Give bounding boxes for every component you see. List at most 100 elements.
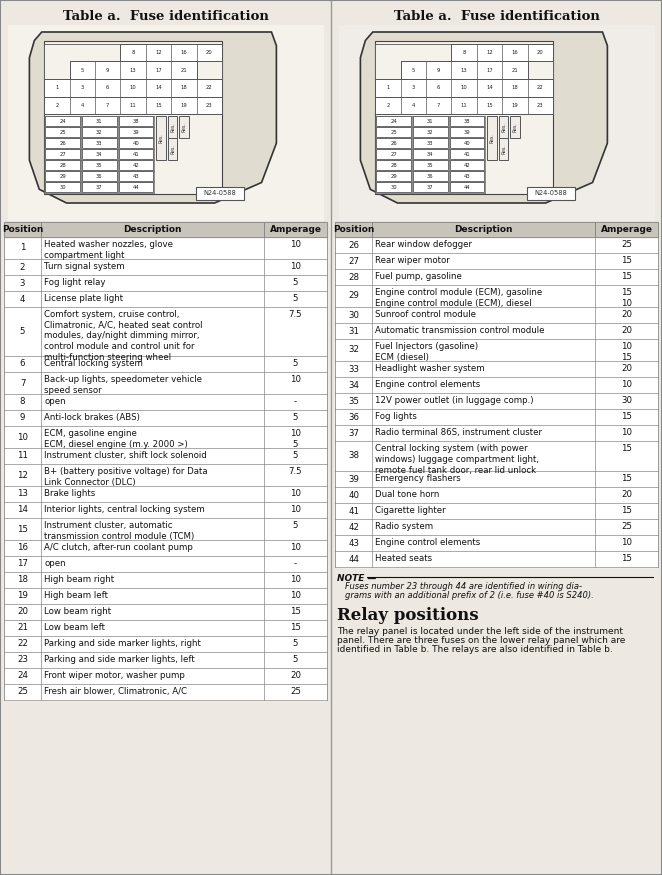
Text: open: open: [44, 559, 66, 568]
Bar: [118, 138, 154, 149]
Text: Turn signal system: Turn signal system: [44, 262, 124, 271]
Text: -: -: [294, 397, 297, 406]
Bar: [4, 356, 327, 372]
Text: Parking and side marker lights, right: Parking and side marker lights, right: [44, 639, 201, 648]
Text: 33: 33: [348, 365, 359, 374]
Text: 16: 16: [512, 50, 518, 55]
Bar: [4, 604, 327, 620]
Text: 14: 14: [17, 506, 28, 514]
Bar: [335, 361, 658, 377]
Bar: [413, 160, 448, 171]
Text: 32: 32: [427, 130, 434, 135]
Text: Fresh air blower, Climatronic, A/C: Fresh air blower, Climatronic, A/C: [44, 687, 187, 696]
Text: 20: 20: [290, 671, 301, 680]
Bar: [335, 471, 658, 487]
Text: 2: 2: [20, 262, 25, 271]
Text: 3: 3: [81, 86, 84, 90]
Text: 30: 30: [60, 185, 66, 190]
Text: 3: 3: [20, 278, 25, 288]
Text: 35: 35: [96, 163, 103, 168]
Bar: [339, 25, 654, 220]
Text: 44: 44: [348, 555, 359, 564]
Text: 15: 15: [621, 256, 632, 265]
Bar: [335, 487, 658, 503]
Bar: [44, 44, 222, 115]
Text: 9: 9: [20, 414, 25, 423]
Bar: [376, 150, 411, 159]
Text: 23: 23: [537, 103, 544, 108]
Text: Radio system: Radio system: [375, 522, 433, 531]
Text: 17: 17: [486, 67, 493, 73]
Bar: [4, 502, 327, 518]
Text: 15: 15: [486, 103, 493, 108]
Text: 15: 15: [290, 623, 301, 632]
Text: 20: 20: [206, 50, 213, 55]
Bar: [118, 172, 154, 181]
Text: Rear wiper motor: Rear wiper motor: [375, 256, 450, 265]
Bar: [335, 237, 658, 253]
Bar: [413, 138, 448, 149]
Bar: [413, 150, 448, 159]
Text: 5: 5: [293, 451, 299, 460]
Polygon shape: [29, 32, 277, 203]
Bar: [335, 307, 658, 323]
Text: 10: 10: [290, 262, 301, 271]
Text: 30: 30: [621, 396, 632, 405]
Bar: [449, 160, 485, 171]
Text: 7: 7: [437, 103, 440, 108]
Text: Instrument cluster, automatic
transmission control module (TCM): Instrument cluster, automatic transmissi…: [44, 521, 195, 541]
Text: 10: 10: [290, 591, 301, 600]
Bar: [45, 172, 80, 181]
Text: 5: 5: [293, 278, 299, 287]
Text: 13: 13: [461, 67, 467, 73]
Bar: [413, 182, 448, 192]
Text: 34: 34: [96, 152, 103, 157]
Bar: [335, 441, 658, 471]
Text: 9: 9: [437, 67, 440, 73]
Text: 38: 38: [464, 119, 471, 124]
Text: Headlight washer system: Headlight washer system: [375, 364, 485, 373]
Text: Engine control elements: Engine control elements: [375, 538, 481, 547]
Text: Table a.  Fuse identification: Table a. Fuse identification: [394, 10, 599, 23]
Text: 28: 28: [348, 272, 359, 282]
Text: 28: 28: [59, 163, 66, 168]
Bar: [449, 128, 485, 137]
Text: 33: 33: [96, 141, 103, 146]
Bar: [376, 128, 411, 137]
FancyBboxPatch shape: [197, 186, 244, 200]
Bar: [499, 116, 508, 138]
Text: A/C clutch, after-run coolant pump: A/C clutch, after-run coolant pump: [44, 543, 193, 552]
Text: Emergency flashers: Emergency flashers: [375, 474, 461, 483]
Bar: [335, 519, 658, 535]
Text: 23: 23: [17, 655, 28, 664]
Bar: [45, 116, 80, 127]
Text: 41: 41: [348, 507, 359, 515]
Text: 32: 32: [348, 346, 359, 354]
Text: 12: 12: [155, 50, 162, 55]
Text: 42: 42: [463, 163, 471, 168]
Text: 12: 12: [17, 471, 28, 480]
Text: 39: 39: [348, 474, 359, 484]
Text: 28: 28: [390, 163, 397, 168]
Text: Res.: Res.: [170, 144, 175, 154]
Text: Automatic transmission control module: Automatic transmission control module: [375, 326, 545, 335]
Text: 15: 15: [621, 554, 632, 563]
Text: 10: 10: [290, 575, 301, 584]
Bar: [510, 116, 520, 138]
Bar: [118, 160, 154, 171]
Text: 8: 8: [20, 397, 25, 407]
Text: 37: 37: [96, 185, 103, 190]
Bar: [118, 128, 154, 137]
Text: Fuel Injectors (gasoline)
ECM (diesel): Fuel Injectors (gasoline) ECM (diesel): [375, 342, 478, 361]
Text: Anti-lock brakes (ABS): Anti-lock brakes (ABS): [44, 413, 140, 422]
Text: Instrument cluster, shift lock solenoid: Instrument cluster, shift lock solenoid: [44, 451, 207, 460]
Text: 19: 19: [181, 103, 187, 108]
Bar: [4, 486, 327, 502]
Text: 21: 21: [181, 67, 187, 73]
Text: 5: 5: [293, 521, 299, 530]
Text: 15: 15: [621, 506, 632, 515]
Text: 1: 1: [20, 243, 25, 253]
Text: Interior lights, central locking system: Interior lights, central locking system: [44, 505, 205, 514]
Bar: [4, 620, 327, 636]
Bar: [4, 572, 327, 588]
